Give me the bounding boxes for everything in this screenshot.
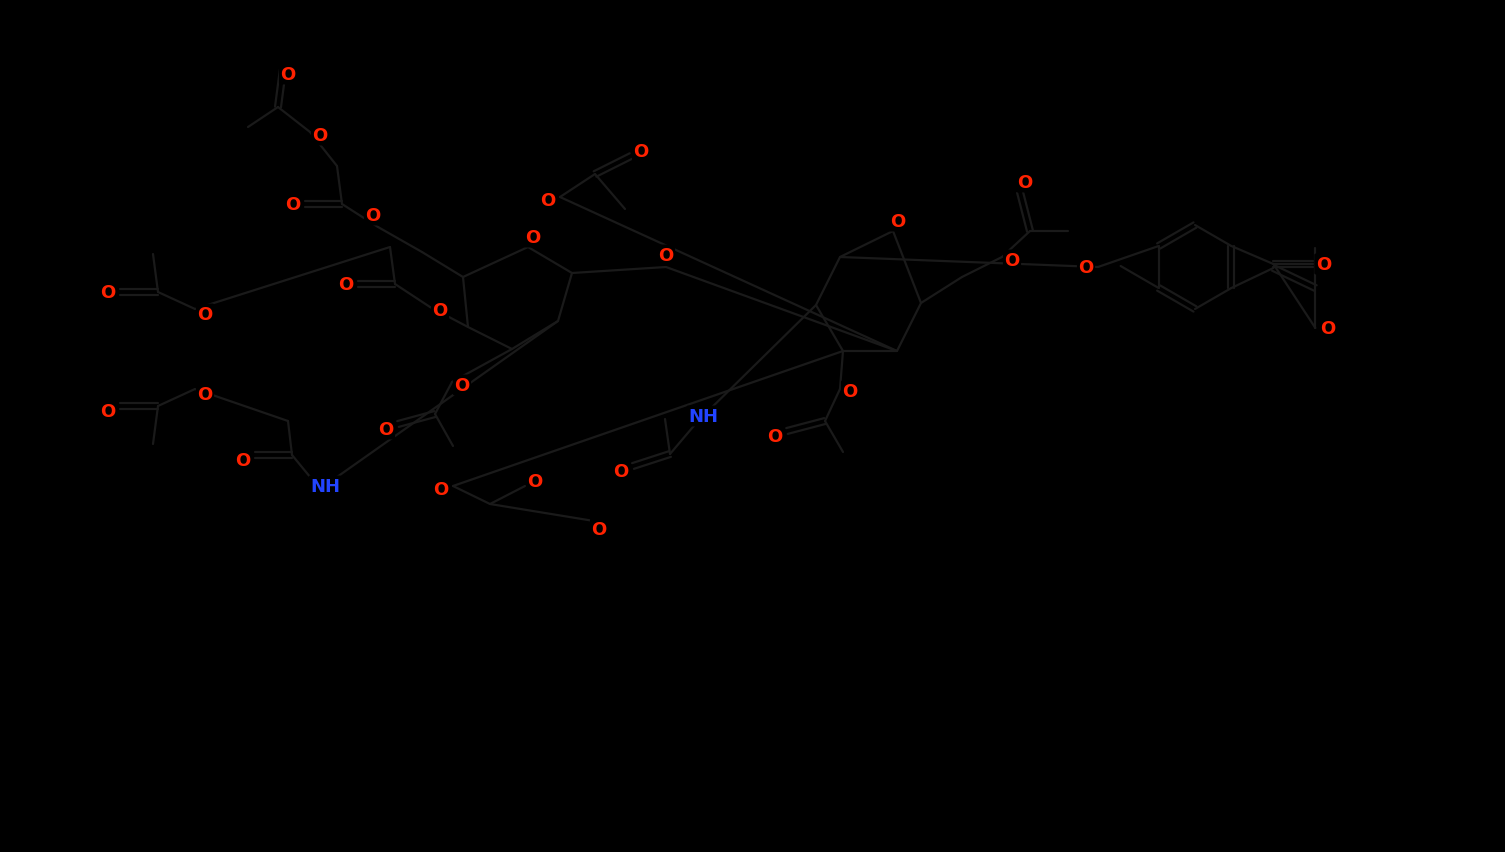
Text: O: O [432,302,447,320]
Text: O: O [1017,174,1032,192]
Text: O: O [197,386,212,404]
Text: O: O [286,196,301,214]
Text: O: O [634,143,649,161]
Text: O: O [197,306,212,324]
Text: O: O [433,481,448,498]
Text: O: O [235,452,251,469]
Text: O: O [658,247,674,265]
Text: O: O [614,463,629,481]
Text: O: O [366,207,381,225]
Text: O: O [313,127,328,145]
Text: O: O [378,421,394,439]
Text: O: O [339,276,354,294]
Text: O: O [591,521,607,538]
Text: O: O [527,473,543,491]
Text: O: O [891,213,906,231]
Text: O: O [540,192,555,210]
Text: NH: NH [688,407,718,425]
Text: O: O [525,228,540,247]
Text: O: O [280,66,295,83]
Text: O: O [1320,320,1335,337]
Text: O: O [768,428,783,446]
Text: O: O [101,284,116,302]
Text: O: O [455,377,470,394]
Text: O: O [101,402,116,421]
Text: O: O [843,383,858,400]
Text: NH: NH [310,477,340,495]
Text: O: O [1315,256,1330,273]
Text: O: O [1004,251,1019,270]
Text: O: O [1079,259,1094,277]
